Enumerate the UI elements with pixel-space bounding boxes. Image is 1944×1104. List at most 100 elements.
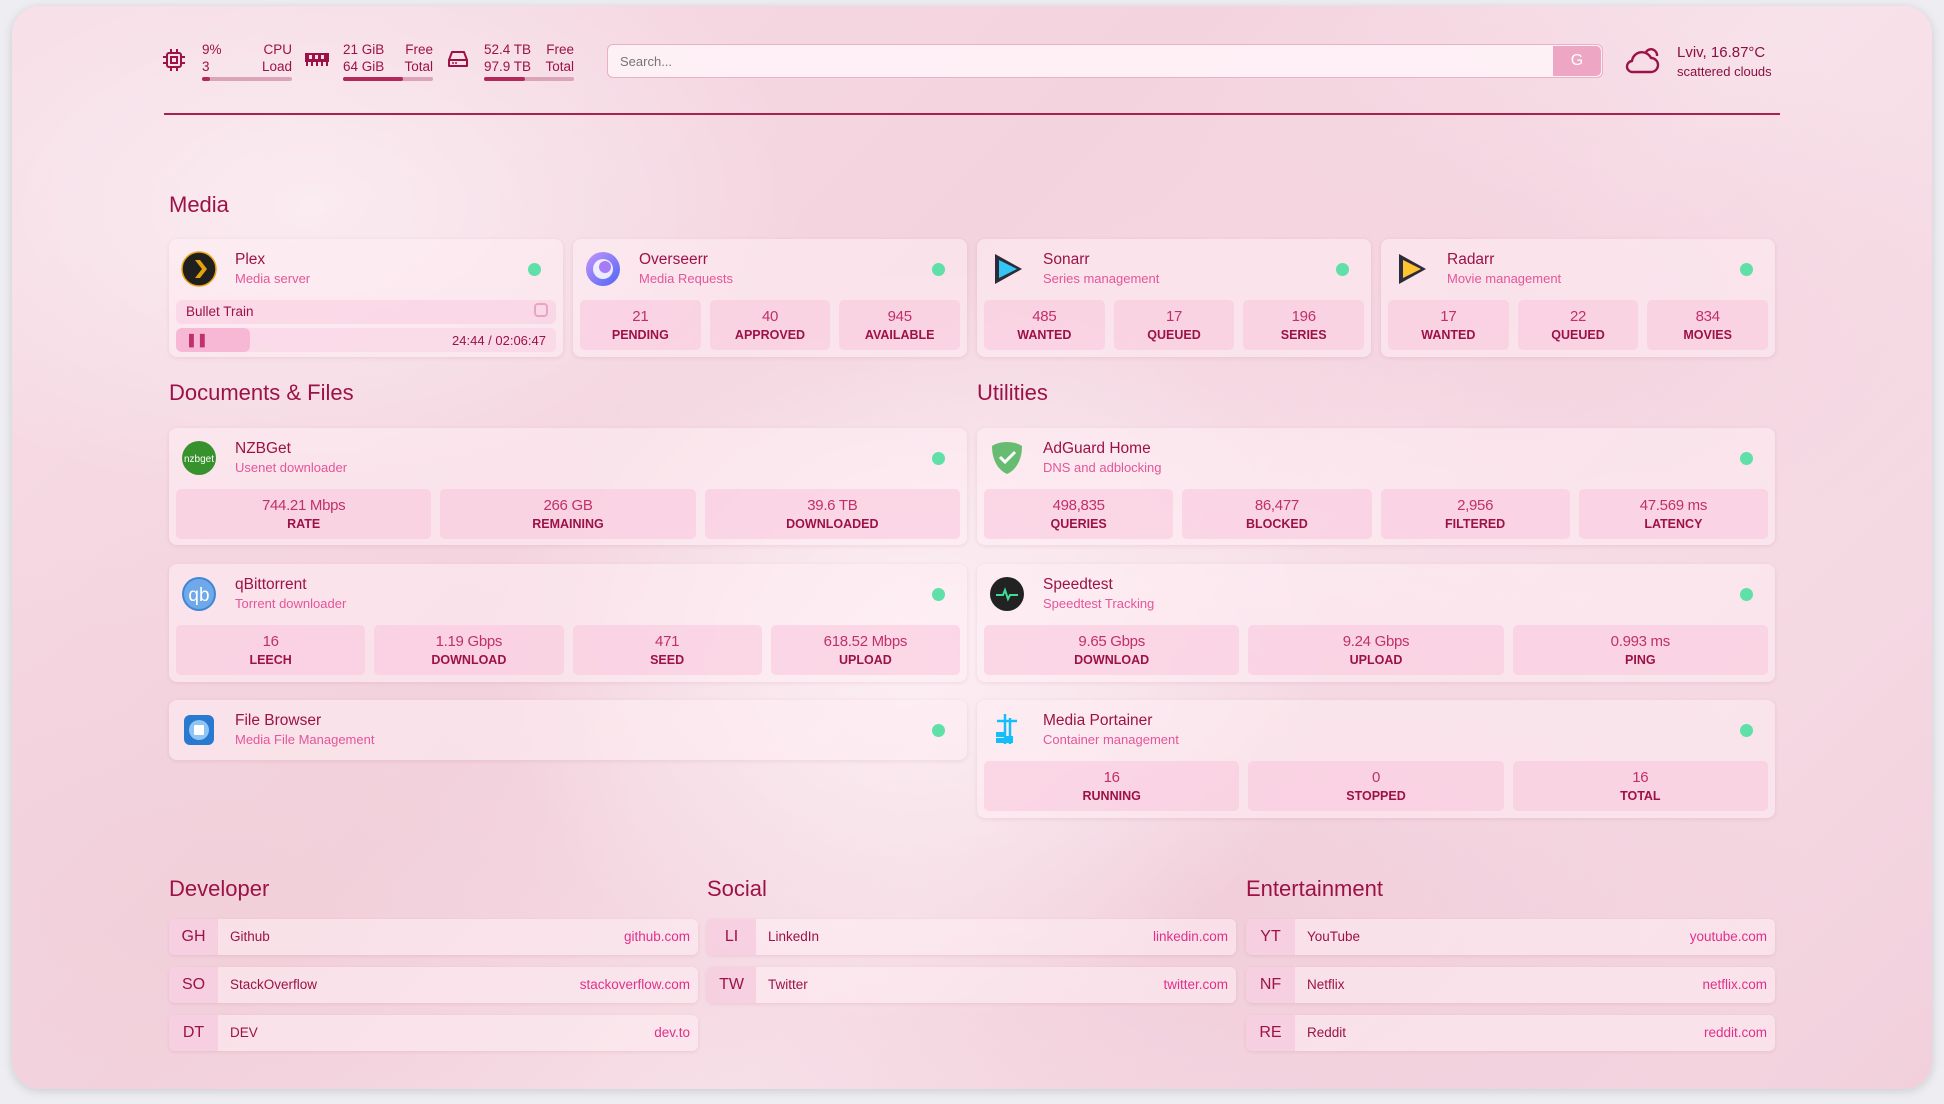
svg-text:qb: qb	[188, 585, 209, 606]
service-stats: 17 WANTED 22 QUEUED 834 MOVIES	[1388, 300, 1769, 350]
service-description: Container management	[1043, 732, 1179, 747]
stat-label: QUEUED	[1551, 328, 1605, 342]
cpu-icon	[163, 49, 185, 71]
bookmark-url: youtube.com	[1689, 929, 1767, 944]
section-title-media: Media	[169, 192, 229, 217]
stat-label: DOWNLOAD	[1074, 653, 1150, 667]
stat-value: 16	[262, 633, 279, 650]
bookmark-url: dev.to	[654, 1025, 690, 1040]
service-card-adguard-home[interactable]: AdGuard Home DNS and adblocking 498,835 Q…	[977, 428, 1775, 545]
search-input[interactable]	[607, 44, 1603, 78]
header-divider	[164, 113, 1780, 115]
stat-block: 40 APPROVED	[709, 300, 831, 350]
stat-label: APPROVED	[734, 328, 806, 342]
bookmark-abbr: LI	[707, 919, 756, 955]
status-dot	[1740, 724, 1753, 737]
service-card-plex[interactable]: Plex Media server Bullet Train ❚❚ 24:44 …	[169, 239, 563, 357]
stat-block: 1.19 Gbps DOWNLOAD	[374, 625, 564, 675]
stat-value: 498,835	[1052, 497, 1105, 514]
stat-block: 0.993 ms PING	[1512, 625, 1768, 675]
bookmark-github[interactable]: GH Github github.com	[169, 919, 698, 955]
service-card-overseerr[interactable]: Overseerr Media Requests 21 PENDING 40 APPR…	[573, 239, 967, 357]
bookmark-netflix[interactable]: NF Netflix netflix.com	[1246, 967, 1775, 1003]
stat-value: 1.19 Gbps	[435, 633, 503, 650]
cpu-bar	[202, 77, 292, 81]
stat-label: MOVIES	[1683, 328, 1732, 342]
service-name: Radarr	[1447, 251, 1495, 268]
service-name: qBittorrent	[235, 576, 307, 593]
stat-block: 22 QUEUED	[1517, 300, 1639, 350]
bookmark-linkedin[interactable]: LI LinkedIn linkedin.com	[707, 919, 1236, 955]
stat-value: 834	[1695, 308, 1720, 325]
service-card-qbittorrent[interactable]: qb qBittorrent Torrent downloader 16 LEEC…	[169, 564, 967, 682]
status-dot	[932, 452, 945, 465]
stat-block: 16 LEECH	[176, 625, 366, 675]
section-title-utilities: Utilities	[977, 380, 1048, 405]
stat-label: REMAINING	[532, 517, 604, 531]
stat-label: LATENCY	[1644, 517, 1703, 531]
stat-value: 471	[655, 633, 680, 650]
service-name: NZBGet	[235, 440, 291, 457]
stat-block: 9.24 Gbps UPLOAD	[1248, 625, 1504, 675]
service-card-file-browser[interactable]: File Browser Media File Management	[169, 700, 967, 760]
stat-block: 17 QUEUED	[1113, 300, 1235, 350]
memory-bar	[343, 77, 433, 81]
stat-block: 39.6 TB DOWNLOADED	[704, 489, 960, 539]
stat-label: SERIES	[1280, 328, 1327, 342]
stat-block: 471 SEED	[572, 625, 762, 675]
stat-block: 16 RUNNING	[984, 761, 1240, 811]
bookmark-name: YouTube	[1307, 929, 1361, 944]
stat-block: 2,956 FILTERED	[1380, 489, 1570, 539]
disk-bar	[484, 77, 574, 81]
bookmark-name: Github	[230, 929, 270, 944]
stat-value: 2,956	[1457, 497, 1494, 514]
service-stats: 744.21 Mbps RATE 266 GB REMAINING 39.6 TB DOW…	[176, 489, 960, 539]
stat-value: 16	[1103, 769, 1120, 786]
memory-total-value: 64 GiB	[343, 59, 385, 74]
stat-label: FILTERED	[1445, 517, 1506, 531]
pause-icon[interactable]: ❚❚	[186, 332, 208, 347]
bookmark-url: twitter.com	[1163, 977, 1228, 992]
disk-free-value: 52.4 TB	[484, 42, 532, 57]
svg-text:nzbget: nzbget	[184, 454, 214, 465]
status-dot	[932, 588, 945, 601]
service-name: AdGuard Home	[1043, 440, 1151, 457]
service-description: Torrent downloader	[235, 596, 347, 611]
stat-value: 9.65 Gbps	[1078, 633, 1145, 650]
bookmark-reddit[interactable]: RE Reddit reddit.com	[1246, 1015, 1775, 1051]
stream-icon[interactable]	[534, 303, 548, 317]
service-card-media-portainer[interactable]: Media Portainer Container management 16 R…	[977, 700, 1775, 818]
bookmark-abbr: NF	[1246, 967, 1295, 1003]
cloud-sun-icon	[1625, 48, 1660, 74]
radarr-icon	[1393, 251, 1429, 287]
bookmark-dev[interactable]: DT DEV dev.to	[169, 1015, 698, 1051]
bookmark-stackoverflow[interactable]: SO StackOverflow stackoverflow.com	[169, 967, 698, 1003]
service-stats: 16 LEECH 1.19 Gbps DOWNLOAD 471 SEED 618.52 Mb…	[176, 625, 960, 675]
bookmark-youtube[interactable]: YT YouTube youtube.com	[1246, 919, 1775, 955]
service-card-speedtest[interactable]: Speedtest Speedtest Tracking 9.65 Gbps DO…	[977, 564, 1775, 682]
service-name: Plex	[235, 251, 266, 268]
stat-label: AVAILABLE	[864, 328, 935, 342]
stat-label: WANTED	[1421, 328, 1476, 342]
memory-icon	[305, 53, 329, 66]
memory-free-value: 21 GiB	[343, 42, 385, 57]
service-description: Media server	[235, 271, 311, 286]
service-card-sonarr[interactable]: Sonarr Series management 485 WANTED 17 QUEU…	[977, 239, 1371, 357]
bookmark-url: linkedin.com	[1152, 929, 1228, 944]
service-card-radarr[interactable]: Radarr Movie management 17 WANTED 22 QUEUED…	[1381, 239, 1775, 357]
stat-label: PENDING	[611, 328, 669, 342]
stat-label: STOPPED	[1346, 789, 1406, 803]
bookmark-name: LinkedIn	[768, 929, 820, 944]
service-card-nzbget[interactable]: nzbget NZBGet Usenet downloader 744.21 M…	[169, 428, 967, 545]
bookmark-url: netflix.com	[1702, 977, 1767, 992]
bookmark-abbr: SO	[169, 967, 218, 1003]
bookmark-group-title: Entertainment	[1246, 876, 1383, 901]
bookmark-twitter[interactable]: TW Twitter twitter.com	[707, 967, 1236, 1003]
cpu-load-value: 3	[202, 59, 210, 74]
disk-total-label: Total	[545, 59, 574, 74]
service-name: Speedtest	[1043, 576, 1113, 593]
search-button[interactable]: G	[1553, 46, 1601, 76]
disk-total-value: 97.9 TB	[484, 59, 532, 74]
status-dot	[1740, 588, 1753, 601]
portainer-icon	[989, 712, 1025, 748]
